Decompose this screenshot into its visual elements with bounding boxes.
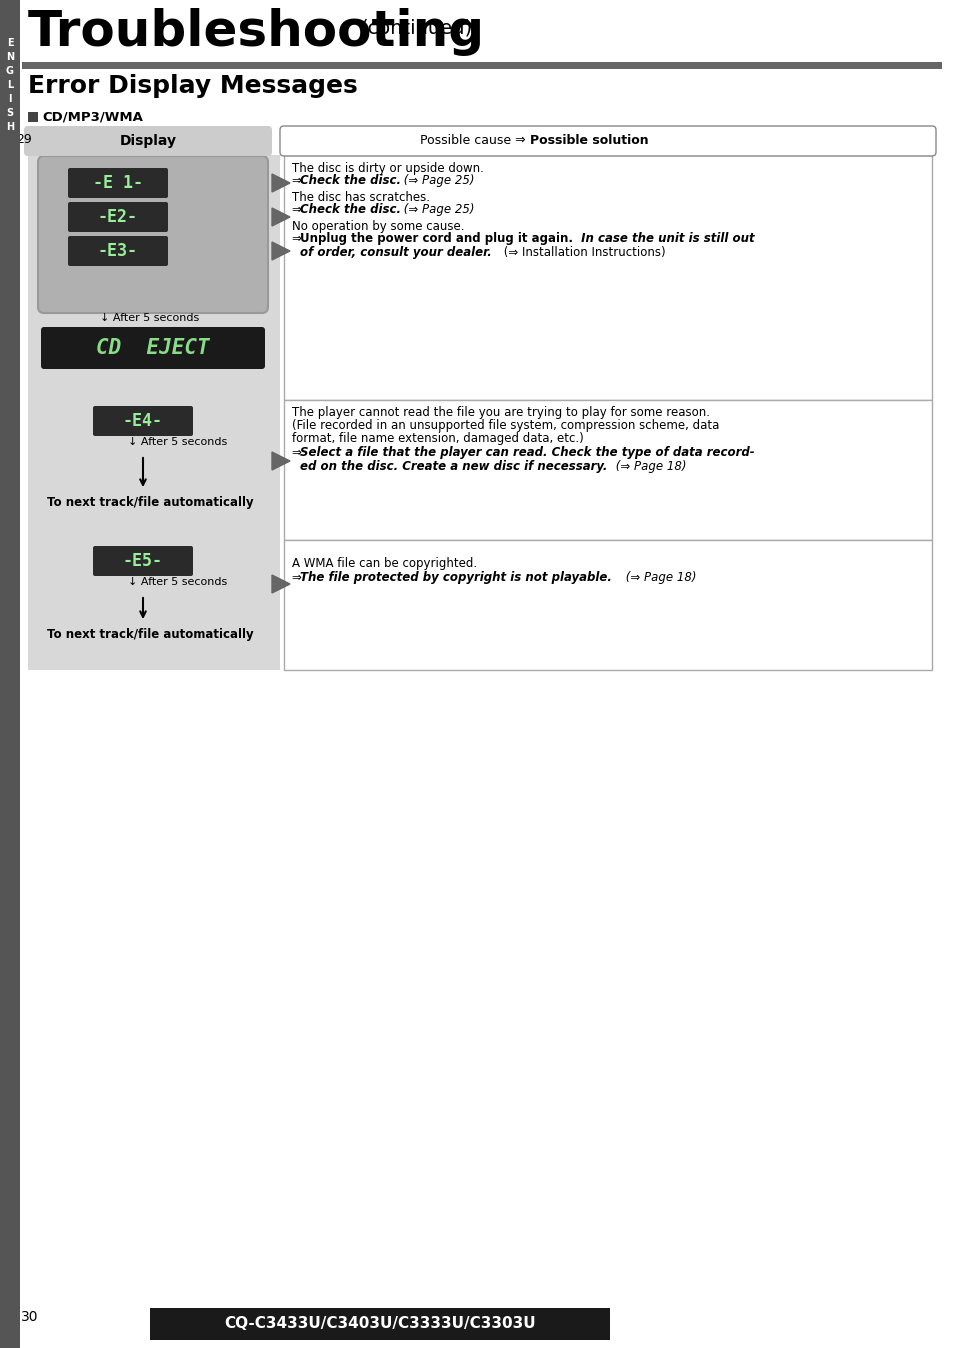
Text: ⇒: ⇒: [292, 446, 305, 460]
Text: ed on the disc. Create a new disc if necessary.: ed on the disc. Create a new disc if nec…: [299, 460, 607, 473]
Text: ↓ After 5 seconds: ↓ After 5 seconds: [100, 313, 199, 324]
Text: G: G: [6, 66, 14, 75]
FancyBboxPatch shape: [92, 406, 193, 435]
FancyBboxPatch shape: [280, 125, 935, 156]
Text: N: N: [6, 53, 14, 62]
FancyBboxPatch shape: [92, 546, 193, 576]
Text: H: H: [6, 123, 14, 132]
Text: To next track/file automatically: To next track/file automatically: [47, 496, 253, 510]
Text: -E4-: -E4-: [123, 412, 163, 430]
Polygon shape: [272, 208, 290, 226]
Text: The file protected by copyright is not playable.: The file protected by copyright is not p…: [299, 572, 611, 584]
Text: E: E: [7, 38, 13, 49]
Text: (⇒ Page 18): (⇒ Page 18): [612, 460, 686, 473]
Text: 29: 29: [16, 133, 31, 146]
Text: (⇒ Page 25): (⇒ Page 25): [399, 174, 474, 187]
Text: (⇒ Page 18): (⇒ Page 18): [621, 572, 696, 584]
Text: The player cannot read the file you are trying to play for some reason.: The player cannot read the file you are …: [292, 406, 709, 419]
Text: Check the disc.: Check the disc.: [299, 174, 400, 187]
Polygon shape: [272, 576, 290, 593]
Bar: [284, 541, 931, 670]
Bar: [28, 155, 280, 400]
Text: (continued): (continued): [359, 18, 472, 36]
Polygon shape: [272, 174, 290, 191]
Text: -E 1-: -E 1-: [92, 174, 143, 191]
Text: Possible solution: Possible solution: [530, 135, 648, 147]
Text: 30: 30: [21, 1310, 39, 1324]
Text: L: L: [7, 80, 13, 90]
FancyBboxPatch shape: [41, 328, 265, 369]
Text: CD  EJECT: CD EJECT: [96, 338, 210, 359]
Text: Select a file that the player can read. Check the type of data record-: Select a file that the player can read. …: [299, 446, 754, 460]
Text: ↓ After 5 seconds: ↓ After 5 seconds: [129, 437, 228, 448]
FancyBboxPatch shape: [68, 202, 168, 232]
Text: ⇒: ⇒: [292, 232, 305, 245]
Bar: [0, 0, 20, 1348]
Text: S: S: [7, 108, 13, 119]
Text: (File recorded in an unsupported file system, compression scheme, data: (File recorded in an unsupported file sy…: [292, 419, 719, 431]
Text: Troubleshooting: Troubleshooting: [28, 8, 485, 57]
FancyBboxPatch shape: [68, 168, 168, 198]
Text: A WMA file can be copyrighted.: A WMA file can be copyrighted.: [292, 557, 476, 570]
Polygon shape: [272, 243, 290, 260]
Text: To next track/file automatically: To next track/file automatically: [47, 628, 253, 642]
Text: ⇒: ⇒: [292, 174, 305, 187]
Bar: [28, 541, 280, 670]
Bar: [284, 400, 931, 541]
Polygon shape: [272, 452, 290, 470]
Text: In case the unit is still out: In case the unit is still out: [577, 232, 754, 245]
Text: The disc has scratches.: The disc has scratches.: [292, 191, 430, 204]
Text: -E3-: -E3-: [98, 243, 138, 260]
Bar: [28, 112, 38, 123]
Text: Unplug the power cord and plug it again.: Unplug the power cord and plug it again.: [299, 232, 573, 245]
Text: CD/MP3/WMA: CD/MP3/WMA: [42, 111, 143, 124]
Text: ⇒: ⇒: [292, 204, 305, 216]
Bar: [284, 155, 931, 400]
Text: of order, consult your dealer.: of order, consult your dealer.: [299, 245, 491, 259]
Text: I: I: [9, 94, 11, 104]
FancyBboxPatch shape: [24, 125, 272, 156]
Text: CQ-C3433U/C3403U/C3333U/C3303U: CQ-C3433U/C3403U/C3333U/C3303U: [224, 1317, 536, 1332]
Text: format, file name extension, damaged data, etc.): format, file name extension, damaged dat…: [292, 431, 583, 445]
Text: Display: Display: [119, 133, 176, 148]
Text: Possible cause ⇒: Possible cause ⇒: [419, 135, 529, 147]
Text: -E2-: -E2-: [98, 208, 138, 226]
FancyBboxPatch shape: [68, 236, 168, 266]
Text: ↓ After 5 seconds: ↓ After 5 seconds: [129, 577, 228, 586]
Text: No operation by some cause.: No operation by some cause.: [292, 220, 464, 233]
Text: Check the disc.: Check the disc.: [299, 204, 400, 216]
Text: The disc is dirty or upside down.: The disc is dirty or upside down.: [292, 162, 483, 175]
Bar: [22, 62, 941, 69]
Text: ⇒: ⇒: [292, 572, 305, 584]
Bar: [150, 1308, 609, 1340]
Text: (⇒ Page 25): (⇒ Page 25): [399, 204, 474, 216]
Bar: [28, 400, 280, 541]
Text: -E5-: -E5-: [123, 551, 163, 570]
Text: (⇒ Installation Instructions): (⇒ Installation Instructions): [499, 245, 665, 259]
Text: Error Display Messages: Error Display Messages: [28, 74, 357, 98]
FancyBboxPatch shape: [38, 156, 268, 313]
